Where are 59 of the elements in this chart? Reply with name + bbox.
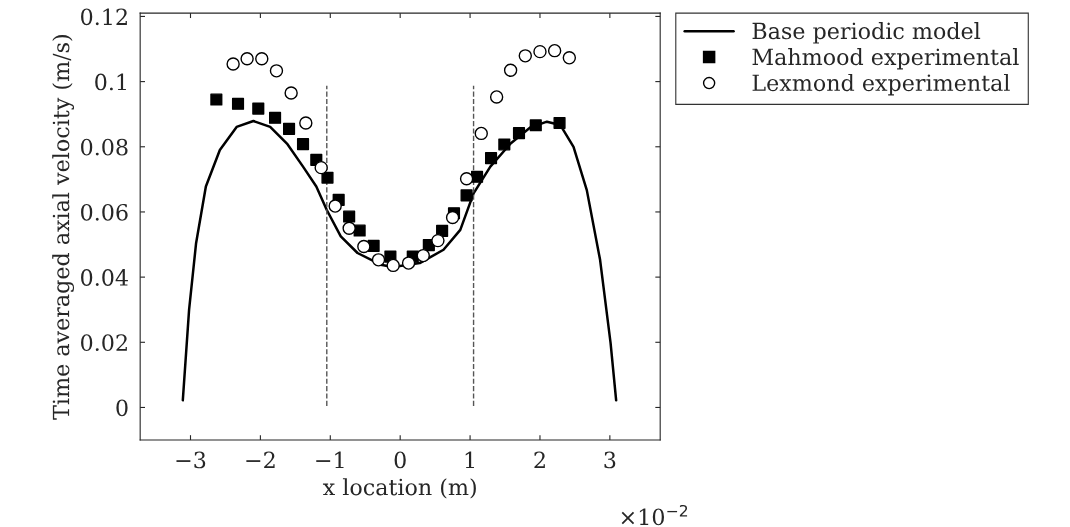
point bbox=[416, 248, 430, 263]
point bbox=[252, 102, 265, 115]
point bbox=[296, 138, 310, 151]
point bbox=[342, 221, 356, 235]
point bbox=[529, 119, 542, 132]
y-tick-label: 0.06 bbox=[81, 203, 128, 221]
point bbox=[474, 126, 488, 141]
point bbox=[489, 90, 504, 104]
x-axis-title: x location (m) bbox=[322, 478, 476, 499]
point bbox=[445, 210, 460, 225]
point bbox=[321, 171, 334, 184]
x-tick-label: 3 bbox=[604, 451, 616, 469]
y-tick-label: 0.02 bbox=[81, 334, 127, 352]
point bbox=[386, 258, 400, 273]
point bbox=[226, 57, 240, 71]
x-tick-label: 1 bbox=[465, 451, 474, 469]
point bbox=[431, 233, 445, 248]
point bbox=[353, 224, 366, 237]
point bbox=[553, 116, 566, 130]
x-tick-label: 2 bbox=[534, 451, 545, 469]
point bbox=[255, 52, 269, 66]
y-tick-label: 0.1 bbox=[95, 73, 126, 91]
y-tick-label: 0.12 bbox=[81, 8, 127, 26]
point bbox=[533, 44, 547, 59]
point bbox=[459, 172, 474, 186]
point bbox=[284, 86, 298, 100]
point bbox=[371, 253, 386, 267]
y-tick-label: 0.08 bbox=[81, 138, 128, 156]
point bbox=[268, 111, 282, 124]
legend-label: Mahmood experimental bbox=[752, 48, 1019, 70]
point bbox=[562, 51, 577, 65]
point bbox=[269, 64, 284, 78]
x-tick-label: −2 bbox=[246, 451, 275, 469]
point bbox=[328, 199, 342, 213]
point bbox=[503, 63, 518, 77]
point bbox=[518, 49, 533, 63]
point bbox=[547, 43, 562, 58]
x-tick-label: 0 bbox=[394, 451, 406, 469]
point bbox=[460, 189, 473, 202]
point bbox=[299, 116, 313, 130]
y-tick-label: 0.04 bbox=[81, 269, 128, 286]
x-tick-label: −1 bbox=[316, 451, 344, 469]
legend-label: Base periodic model bbox=[752, 22, 981, 44]
point bbox=[240, 52, 254, 66]
point bbox=[343, 210, 356, 223]
point bbox=[357, 239, 371, 254]
text: ×10$^{−2}$ bbox=[621, 504, 688, 526]
point bbox=[512, 127, 526, 140]
point bbox=[484, 152, 498, 165]
y-axis-title: Time averaged axial velocity (m/s) bbox=[52, 35, 75, 420]
point bbox=[282, 122, 296, 135]
point bbox=[314, 160, 328, 175]
legend-label: Lexmond experimental bbox=[752, 73, 1010, 96]
point bbox=[498, 138, 511, 151]
x-tick-label: −3 bbox=[176, 451, 206, 469]
point bbox=[210, 93, 223, 106]
point bbox=[401, 256, 416, 270]
y-tick-label: 0 bbox=[116, 399, 128, 417]
point bbox=[231, 97, 245, 110]
